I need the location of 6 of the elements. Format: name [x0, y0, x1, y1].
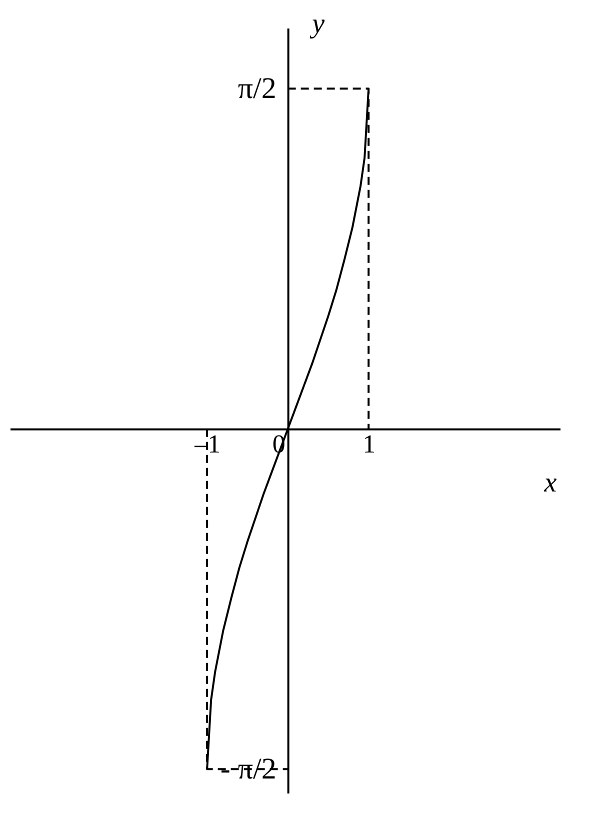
y-tick-label: π/2	[238, 72, 276, 106]
x-axis-title: x	[543, 467, 558, 498]
x-tick-label: 1	[362, 429, 376, 458]
y-axis-title: y	[309, 8, 326, 40]
x-tick-label: –1	[194, 429, 221, 458]
y-tick-label: - π/2	[220, 752, 276, 786]
